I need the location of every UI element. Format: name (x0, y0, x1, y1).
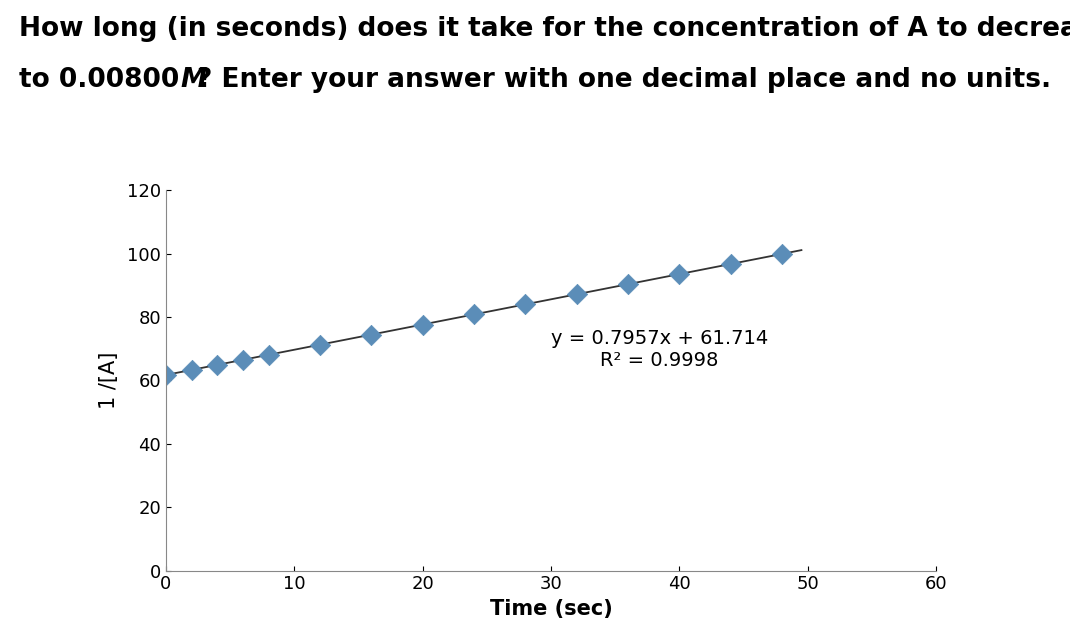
Point (774, 249, 791, 259)
Point (517, 299, 534, 309)
Text: y = 0.7957x + 61.714
R² = 0.9998: y = 0.7957x + 61.714 R² = 0.9998 (551, 330, 768, 370)
Point (722, 259, 739, 269)
Point (209, 360, 226, 370)
Point (465, 309, 483, 320)
Point (671, 269, 688, 279)
Y-axis label: 1 /[A]: 1 /[A] (98, 352, 119, 409)
Point (183, 365, 200, 375)
Point (260, 350, 277, 360)
Point (157, 370, 174, 380)
Point (620, 279, 637, 289)
Text: ? Enter your answer with one decimal place and no units.: ? Enter your answer with one decimal pla… (197, 67, 1052, 93)
Point (363, 330, 380, 340)
Text: How long (in seconds) does it take for the concentration of A to decrease: How long (in seconds) does it take for t… (19, 16, 1070, 42)
Point (311, 340, 328, 350)
X-axis label: Time (sec): Time (sec) (490, 599, 612, 619)
Point (414, 320, 431, 330)
Point (568, 289, 585, 299)
Text: M: M (180, 67, 207, 93)
Point (234, 355, 251, 365)
Text: to 0.00800: to 0.00800 (19, 67, 188, 93)
